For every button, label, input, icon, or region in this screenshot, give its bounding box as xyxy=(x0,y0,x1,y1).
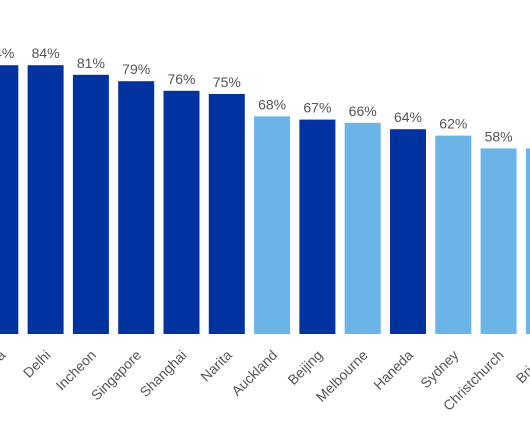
bar xyxy=(299,119,336,334)
x-tick-label: Haneda xyxy=(370,347,416,393)
value-label: 67% xyxy=(303,100,331,116)
value-label: 84% xyxy=(0,45,14,61)
value-label: 79% xyxy=(122,61,150,77)
x-tick-label: Beijing xyxy=(284,347,325,388)
bar xyxy=(72,74,109,335)
value-label: 81% xyxy=(77,55,105,71)
x-tick-label: Delhi xyxy=(20,347,54,381)
bar xyxy=(525,148,530,334)
bar xyxy=(254,116,291,335)
x-tick-label: Shanghai xyxy=(136,347,189,400)
value-label: 84% xyxy=(32,45,60,61)
x-tick-label: Auckland xyxy=(228,347,280,399)
x-tick-label: Incheon xyxy=(52,347,99,394)
bar xyxy=(480,148,517,334)
value-label: 68% xyxy=(258,96,286,112)
value-label: 66% xyxy=(349,103,377,119)
x-tick-label: Singapore xyxy=(88,347,145,404)
value-label: 76% xyxy=(167,71,195,87)
bar xyxy=(344,122,381,334)
value-label: 64% xyxy=(394,109,422,125)
bar xyxy=(0,65,19,334)
value-label: 62% xyxy=(439,116,467,132)
x-tick-label: Sydney xyxy=(417,347,461,391)
x-tick-label: a xyxy=(0,347,9,364)
value-label: 75% xyxy=(213,74,241,90)
bar xyxy=(118,81,155,334)
bar xyxy=(163,90,200,334)
bar xyxy=(435,135,472,334)
bar xyxy=(390,129,426,334)
x-tick-label: Narita xyxy=(197,347,235,385)
bar xyxy=(27,65,64,334)
x-tick-label: Brisba xyxy=(513,347,530,387)
bar xyxy=(208,94,245,334)
value-label: 58% xyxy=(485,128,513,144)
